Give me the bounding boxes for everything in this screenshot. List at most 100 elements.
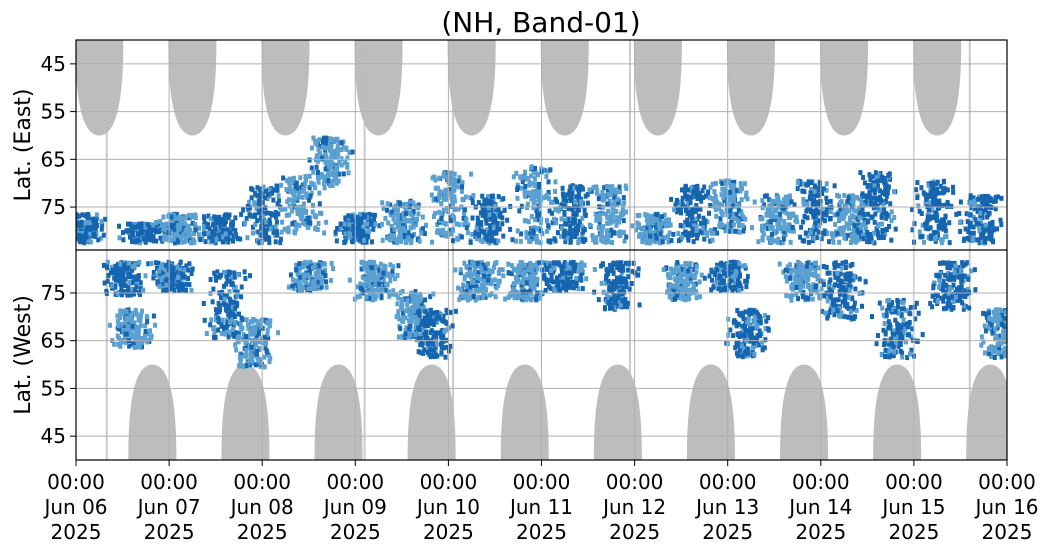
echo-cell-east <box>937 198 942 204</box>
echo-cell-west <box>500 267 505 273</box>
echo-cell-east <box>403 220 407 225</box>
echo-cell-east <box>697 191 702 197</box>
echo-cell-east <box>305 224 310 230</box>
echo-cell-east <box>814 193 819 199</box>
echo-cell-east <box>676 231 681 237</box>
echo-cell-east <box>206 230 211 236</box>
echo-cell-east <box>263 195 268 201</box>
echo-cell-east <box>822 218 827 224</box>
echo-cell-west <box>130 341 135 347</box>
echo-cell-east <box>752 199 757 205</box>
echo-cell-west <box>121 329 126 335</box>
echo-cell-east <box>772 208 777 213</box>
echo-cell-west <box>235 272 240 278</box>
echo-cell-east <box>579 223 584 229</box>
echo-cell-east <box>256 199 261 205</box>
echo-cell-west <box>302 278 307 284</box>
echo-cell-west <box>552 265 557 271</box>
echo-cell-west <box>153 322 157 328</box>
echo-cell-west <box>228 319 232 325</box>
echo-cell-east <box>398 229 402 235</box>
echo-cell-east <box>535 217 540 223</box>
echo-cell-east <box>776 199 781 205</box>
echo-cell-east <box>280 219 285 225</box>
echo-cell-west <box>365 288 370 294</box>
echo-cell-east <box>451 188 456 193</box>
echo-cell-east <box>621 229 625 235</box>
echo-cell-west <box>214 310 219 316</box>
echo-cell-west <box>510 287 515 293</box>
echo-cell-west <box>416 325 421 331</box>
echo-cell-east <box>819 236 824 242</box>
echo-cell-east <box>569 195 574 201</box>
echo-cell-east <box>341 171 346 177</box>
echo-cell-west <box>462 276 467 282</box>
echo-cell-east <box>391 216 396 222</box>
echo-cell-east <box>451 227 455 233</box>
echo-cell-west <box>472 271 477 277</box>
echo-cell-east <box>188 227 193 233</box>
echo-cell-west <box>534 281 539 287</box>
echo-cell-east <box>417 238 422 244</box>
echo-cell-east <box>679 199 684 205</box>
echo-cell-east <box>867 239 872 245</box>
echo-cell-west <box>416 349 421 355</box>
echo-cell-west <box>138 285 143 291</box>
echo-cell-east <box>91 226 96 231</box>
echo-cell-west <box>315 283 320 289</box>
echo-cell-east <box>872 195 877 201</box>
echo-cell-east <box>163 227 168 233</box>
echo-cell-east <box>551 216 556 222</box>
echo-cell-east <box>398 235 403 241</box>
echo-cell-east <box>449 231 454 237</box>
echo-cell-east <box>765 207 770 213</box>
echo-cell-west <box>151 313 156 319</box>
echo-cell-east <box>719 209 724 214</box>
echo-cell-east <box>828 209 833 215</box>
echo-cell-west <box>400 298 405 304</box>
echo-cell-west <box>387 293 392 299</box>
echo-cell-west <box>305 260 309 266</box>
echo-cell-east <box>861 175 866 180</box>
echo-cell-east <box>972 198 977 204</box>
echo-cell-west <box>562 263 567 269</box>
echo-cell-east <box>397 224 402 230</box>
echo-cell-east <box>644 240 649 246</box>
echo-cell-east <box>319 210 324 216</box>
echo-cell-west <box>134 335 139 341</box>
echo-cell-east <box>334 164 339 170</box>
echo-cell-east <box>613 187 618 193</box>
echo-cell-east <box>876 172 881 178</box>
echo-cell-east <box>71 222 75 227</box>
echo-cell-east <box>853 195 858 201</box>
echo-cell-east <box>561 203 566 209</box>
echo-cell-west <box>403 308 408 314</box>
echo-cell-east <box>317 156 321 162</box>
echo-cell-east <box>335 226 340 231</box>
echo-cell-east <box>708 228 713 233</box>
echo-cell-east <box>483 214 488 220</box>
echo-cell-west <box>596 297 601 303</box>
echo-cell-west <box>244 347 249 353</box>
echo-cell-east <box>648 233 653 239</box>
echo-cell-east <box>196 232 201 238</box>
echo-cell-east <box>186 223 191 229</box>
echo-cell-east <box>581 237 586 243</box>
echo-cell-east <box>973 205 977 211</box>
echo-cell-west <box>213 307 218 313</box>
echo-cell-west <box>228 298 233 304</box>
echo-cell-east <box>339 156 344 162</box>
echo-cell-east <box>313 225 318 231</box>
echo-cell-west <box>216 327 220 333</box>
echo-cell-east <box>257 240 262 246</box>
echo-cell-west <box>186 267 191 273</box>
echo-cell-east <box>285 178 290 183</box>
echo-cell-east <box>717 224 722 229</box>
echo-cell-east <box>812 224 816 230</box>
echo-cell-east <box>884 193 889 199</box>
echo-cell-east <box>728 183 733 189</box>
daylight-mask-east <box>261 40 310 136</box>
echo-cell-west <box>288 272 293 278</box>
echo-cell-east <box>484 220 489 226</box>
echo-cell-east <box>876 221 881 227</box>
